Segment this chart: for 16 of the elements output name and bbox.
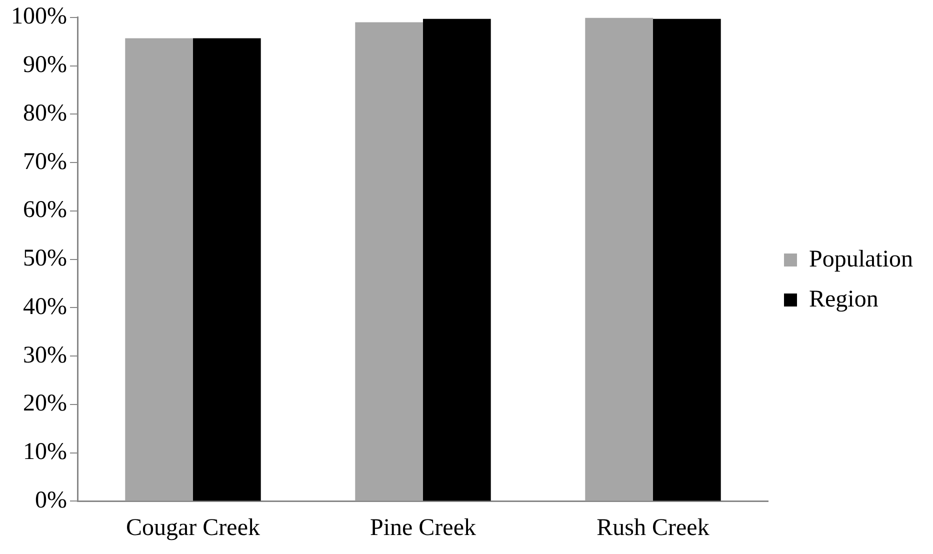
x-tick-label: Rush Creek	[596, 514, 710, 541]
y-tick-label: 80%	[22, 100, 67, 126]
legend-label: Population	[808, 246, 914, 272]
y-tick-label: 10%	[22, 439, 67, 466]
x-tick-label: Pine Creek	[370, 514, 476, 541]
y-tick-label: 40%	[22, 294, 67, 320]
legend-label: Region	[808, 286, 878, 312]
y-tick-label: 50%	[22, 246, 67, 272]
y-tick-label: 0%	[34, 487, 67, 514]
y-tick-label: 90%	[22, 52, 67, 78]
y-tick-label: 100%	[10, 4, 67, 30]
y-tick-label: 30%	[22, 342, 67, 368]
y-tick-label: 60%	[22, 197, 67, 224]
y-tick-label: 20%	[22, 390, 67, 417]
y-tick-label: 70%	[22, 148, 67, 175]
x-tick-label: Cougar Creek	[126, 514, 260, 541]
